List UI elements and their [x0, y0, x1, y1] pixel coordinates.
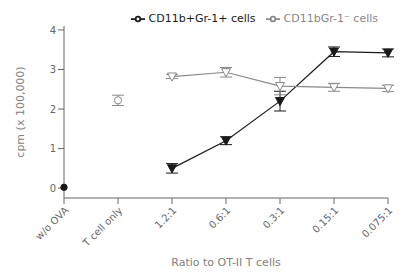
- svg-text:3: 3: [50, 64, 56, 75]
- svg-text:1.2:1: 1.2:1: [153, 205, 179, 231]
- svg-text:w/o OVA: w/o OVA: [33, 205, 70, 242]
- svg-text:0: 0: [50, 183, 56, 194]
- svg-text:Ratio to OT-II T cells: Ratio to OT-II T cells: [171, 256, 281, 269]
- svg-text:cpm (x 100,000): cpm (x 100,000): [14, 66, 27, 157]
- svg-text:2: 2: [50, 104, 56, 115]
- svg-text:0.6:1: 0.6:1: [207, 205, 233, 231]
- svg-text:0.3:1: 0.3:1: [261, 205, 287, 231]
- svg-text:0.075:1: 0.075:1: [360, 205, 395, 240]
- svg-text:0.15:1: 0.15:1: [310, 205, 340, 235]
- svg-text:1: 1: [50, 143, 56, 154]
- html-text:CD11bGr-1⁻ cells: CD11bGr-1⁻ cells: [283, 12, 378, 25]
- svg-text:4: 4: [50, 25, 56, 36]
- html-text:CD11b+Gr-1+ cells: CD11b+Gr-1+ cells: [148, 12, 256, 25]
- svg-text:T cell only: T cell only: [80, 205, 124, 249]
